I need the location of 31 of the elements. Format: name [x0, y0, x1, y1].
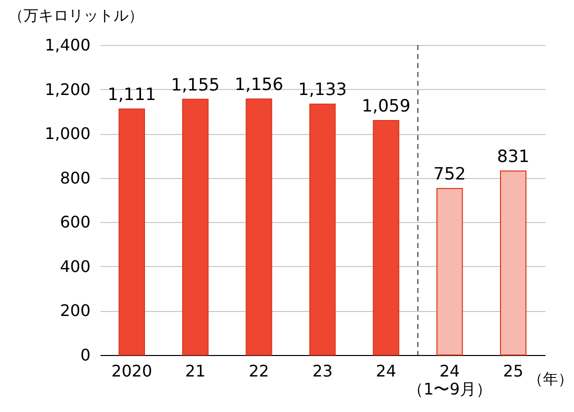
bar — [182, 98, 209, 356]
data-label: 1,156 — [234, 75, 284, 96]
y-tick-label: 200 — [60, 301, 90, 320]
data-label: 1,059 — [362, 96, 410, 117]
data-label: 752 — [433, 164, 466, 184]
y-tick-label: 600 — [60, 212, 90, 232]
data-label: 831 — [496, 146, 530, 167]
y-tick-label: 800 — [60, 168, 90, 188]
data-label: 1,155 — [171, 75, 220, 96]
y-tick-label: 1,200 — [44, 80, 90, 99]
y-axis-title: （万キロリットル） — [8, 6, 144, 24]
x-tick-label: 24 — [376, 362, 396, 380]
bar — [309, 104, 336, 356]
x-tick-label: 22 — [248, 362, 270, 380]
x-tick-label: 24 （1〜9月） — [407, 362, 492, 398]
bar — [118, 108, 145, 356]
y-tick-label: 0 — [80, 346, 90, 364]
bar — [246, 98, 272, 356]
data-label: 1,111 — [107, 84, 156, 105]
y-tick-label: 1,000 — [44, 124, 90, 144]
bar — [500, 170, 526, 356]
x-tick-label: 21 — [185, 362, 206, 380]
bar — [372, 120, 400, 356]
y-tick-label: 1,400 — [44, 36, 90, 54]
x-tick-label: 23 — [312, 362, 333, 380]
data-label: 1,133 — [298, 80, 347, 100]
x-tick-label: 25 — [503, 362, 524, 380]
bar — [436, 188, 463, 356]
x-tick-label: 2020 — [111, 362, 152, 380]
y-tick-label: 400 — [60, 256, 90, 276]
text: （年） — [528, 370, 573, 389]
